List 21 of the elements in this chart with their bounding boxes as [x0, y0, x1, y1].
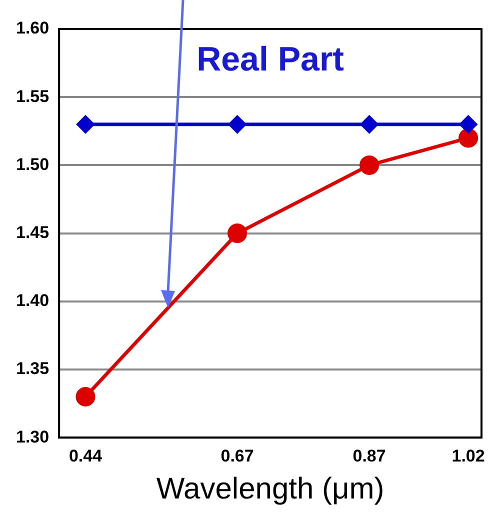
point [360, 116, 378, 134]
point [76, 116, 94, 134]
x-tick-label: 0.87 [352, 446, 386, 466]
y-tick-label: 1.30 [16, 427, 50, 446]
y-tick-label: 1.35 [16, 359, 50, 378]
y-tick-label: 1.60 [16, 18, 50, 38]
point [460, 116, 478, 134]
y-tick-label: 1.50 [16, 154, 50, 174]
x-tick-label: 0.44 [68, 446, 103, 466]
point [76, 386, 96, 406]
y-tick-label: 1.40 [16, 291, 50, 310]
annotation: Real Part [196, 40, 344, 78]
x-tick-label: 1.02 [452, 446, 485, 466]
point [360, 155, 380, 175]
point [228, 224, 248, 244]
y-tick-label: 1.45 [16, 222, 50, 242]
x-axis-title: Wavelength (μm) [156, 472, 384, 506]
point [228, 116, 246, 134]
x-tick-label: 0.67 [220, 446, 254, 466]
point [458, 128, 478, 148]
y-tick-label: 1.55 [16, 86, 50, 106]
